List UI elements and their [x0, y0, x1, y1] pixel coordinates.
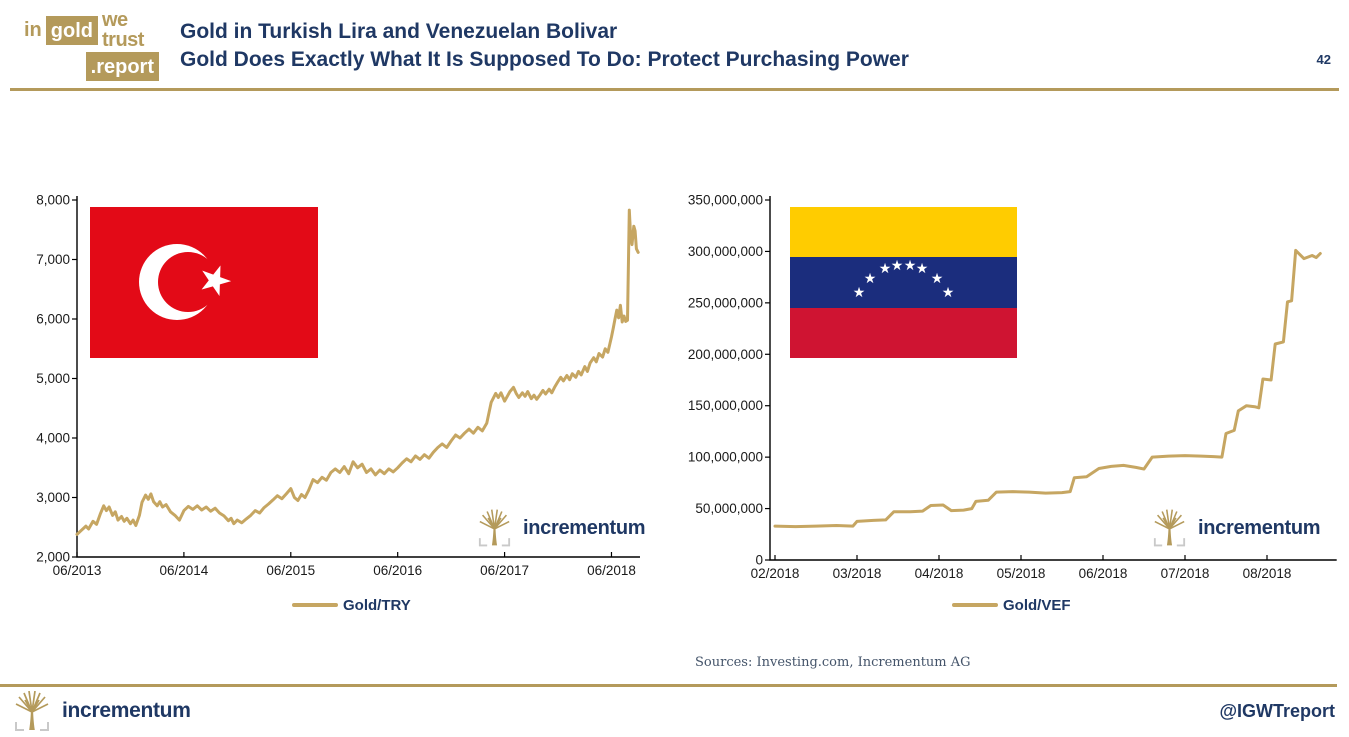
y-axis-tick-label: 7,000 — [36, 252, 70, 267]
y-axis-tick-label: 2,000 — [36, 550, 70, 565]
incrementum-watermark: incrementum — [478, 509, 646, 547]
igwt-logo-row1: in gold we trust — [24, 10, 159, 50]
x-axis-tick-label: 06/2016 — [373, 563, 422, 578]
legend-gold-vef: Gold/VEF — [952, 596, 1071, 614]
y-axis-tick-label: 100,000,000 — [688, 450, 763, 465]
venezuela-flag: ★ ★ ★ ★ ★ ★ ★ ★ — [790, 207, 1017, 358]
logo-word-in: in — [24, 19, 42, 41]
legend-gold-try: Gold/TRY — [292, 596, 411, 614]
logo-word-gold: gold — [45, 15, 98, 45]
x-axis-tick-label: 06/2013 — [53, 563, 102, 578]
star-icon: ★ — [903, 257, 917, 274]
star-icon: ★ — [878, 260, 892, 277]
star-icon: ★ — [890, 257, 904, 274]
x-axis-tick-label: 06/2017 — [480, 563, 529, 578]
page-title-line1: Gold in Turkish Lira and Venezuelan Boli… — [180, 20, 618, 43]
star-icon: ★ — [941, 284, 955, 301]
turkey-flag: ★ — [90, 207, 318, 358]
gold-try-chart: 2,000 3,000 4,000 5,000 6,000 7,000 8,000 06/20… — [36, 193, 640, 578]
page-title: Gold in Turkish Lira and Venezuelan Boli… — [180, 18, 909, 74]
header-divider — [10, 88, 1339, 91]
incrementum-wordmark: incrementum — [62, 699, 191, 722]
incrementum-tree-icon — [478, 509, 511, 547]
incrementum-watermark: incrementum — [1153, 509, 1321, 547]
legend-line-swatch — [952, 603, 998, 607]
incrementum-tree-icon — [1153, 509, 1186, 547]
footer-divider — [0, 684, 1337, 687]
x-axis-tick-label: 05/2018 — [997, 566, 1046, 581]
x-axis-tick-label: 06/2018 — [587, 563, 636, 578]
y-axis-tick-label: 0 — [755, 553, 763, 568]
legend-label: Gold/VEF — [1003, 596, 1071, 614]
y-axis-tick-label: 4,000 — [36, 431, 70, 446]
gold-in-turkish-lira-line — [75, 208, 640, 536]
x-axis-tick-label: 06/2015 — [266, 563, 315, 578]
page-title-line2: Gold Does Exactly What It Is Supposed To… — [180, 48, 909, 71]
incrementum-footer-logo: incrementum — [14, 691, 191, 731]
incrementum-wordmark: incrementum — [1198, 516, 1321, 539]
gold-in-venezuelan-bolivar-line — [773, 248, 1322, 529]
y-axis-tick-label: 200,000,000 — [688, 347, 763, 362]
y-axis-tick-label: 8,000 — [36, 193, 70, 208]
igwt-logo: in gold we trust .report — [24, 10, 159, 81]
x-axis-tick-label: 04/2018 — [915, 566, 964, 581]
star-icon: ★ — [915, 260, 929, 277]
page-number: 42 — [1316, 52, 1331, 67]
incrementum-wordmark: incrementum — [523, 516, 646, 539]
x-axis-tick-label: 02/2018 — [751, 566, 800, 581]
x-axis-tick-label: 06/2018 — [1079, 566, 1128, 581]
y-axis-tick-label: 150,000,000 — [688, 398, 763, 413]
y-axis-tick-label: 6,000 — [36, 312, 70, 327]
sources-note: Sources: Investing.com, Incrementum AG — [695, 655, 971, 670]
legend-line-swatch — [292, 603, 338, 607]
star-icon: ★ — [852, 284, 866, 301]
crescent-icon-cutout — [158, 252, 218, 312]
igwt-logo-row2: .report — [24, 52, 159, 81]
twitter-handle: @IGWTreport — [1219, 701, 1335, 721]
logo-word-report: .report — [85, 52, 159, 81]
x-axis-tick-label: 08/2018 — [1243, 566, 1292, 581]
x-axis-tick-label: 07/2018 — [1161, 566, 1210, 581]
y-axis-tick-label: 3,000 — [36, 490, 70, 505]
y-axis-tick-label: 5,000 — [36, 371, 70, 386]
x-axis-tick-label: 03/2018 — [833, 566, 882, 581]
star-icon: ★ — [863, 270, 877, 287]
y-axis-tick-label: 350,000,000 — [688, 193, 763, 208]
legend-label: Gold/TRY — [343, 596, 411, 614]
y-axis-tick-label: 300,000,000 — [688, 244, 763, 259]
logo-word-we-trust: we trust — [102, 9, 144, 51]
venezuela-flag-yellow-stripe — [790, 207, 1017, 258]
y-axis-tick-label: 250,000,000 — [688, 295, 763, 310]
incrementum-tree-icon — [15, 691, 49, 731]
venezuela-flag-red-stripe — [790, 307, 1017, 358]
star-icon: ★ — [930, 270, 944, 287]
y-axis-tick-label: 50,000,000 — [695, 501, 763, 516]
venezuela-flag-blue-stripe: ★ ★ ★ ★ ★ ★ ★ ★ — [790, 257, 1017, 308]
gold-vef-chart: 0 50,000,000 100,000,000 150,000,000 200,000… — [688, 193, 1337, 581]
x-axis-tick-label: 06/2014 — [159, 563, 208, 578]
